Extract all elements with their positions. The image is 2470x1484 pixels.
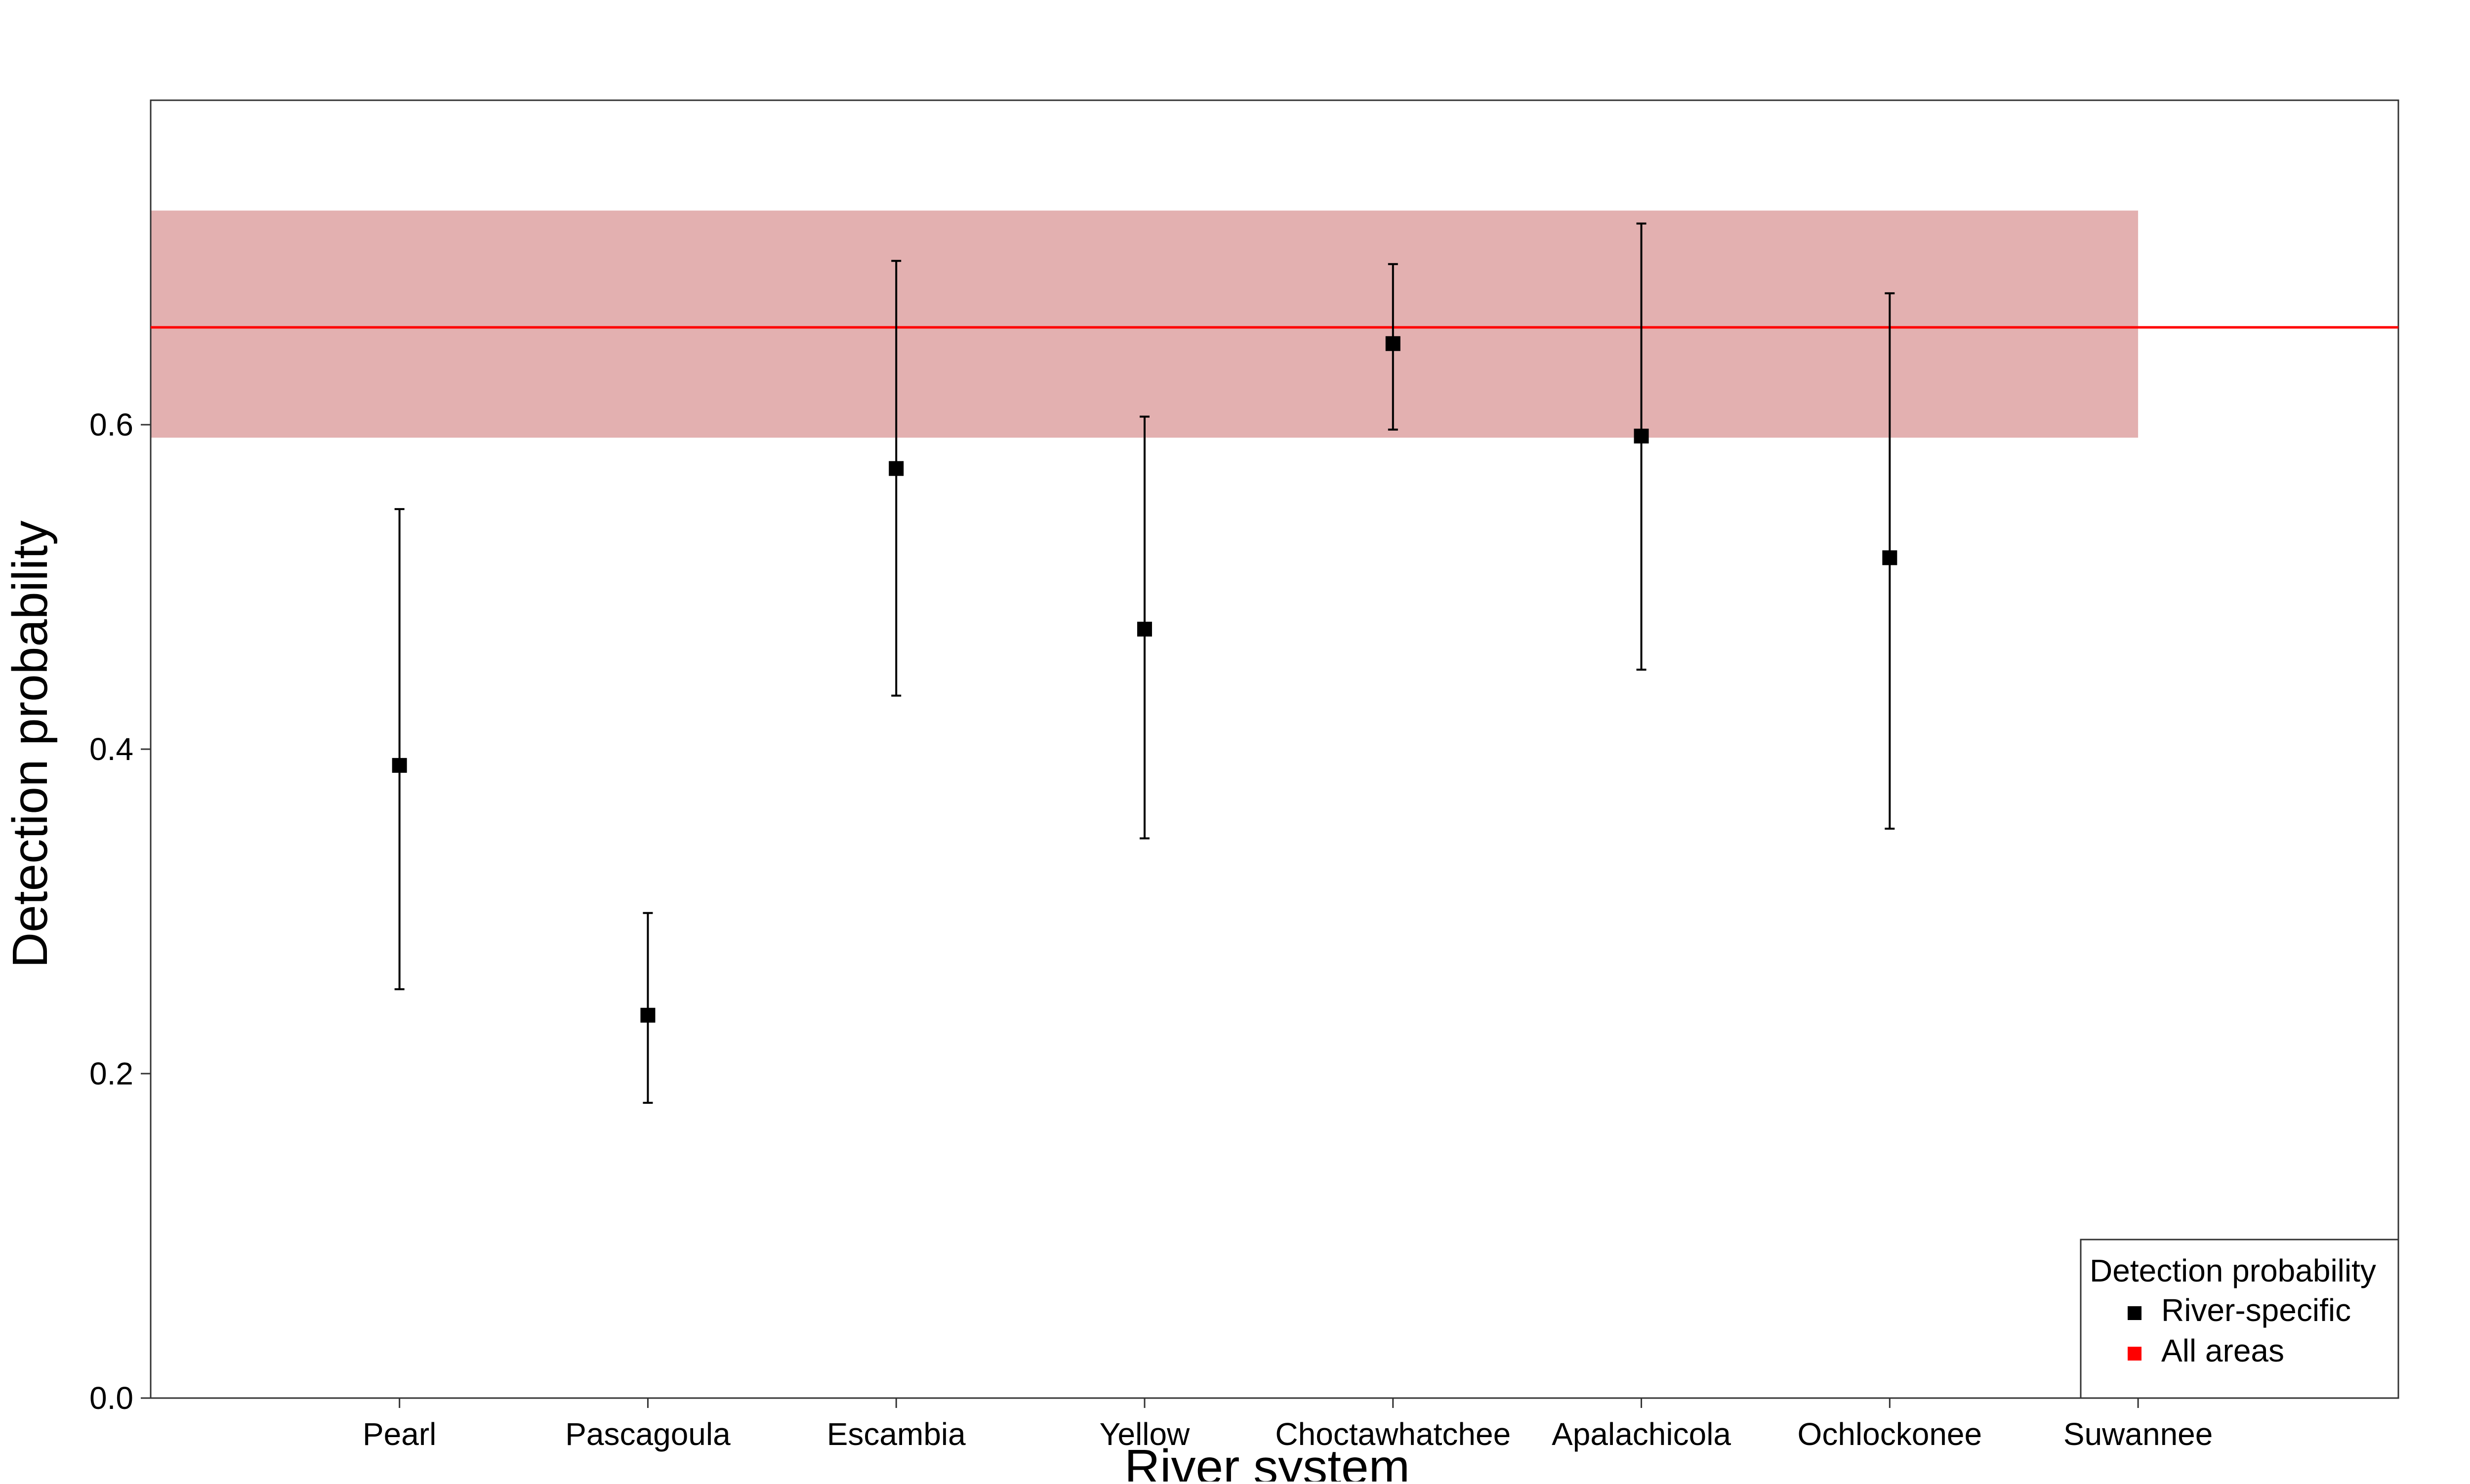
x-tick-label-choctawhatchee: Choctawhatchee <box>1275 1416 1511 1452</box>
point-ochlockonee <box>1882 550 1897 565</box>
legend-label-all-areas: All areas <box>2161 1333 2284 1368</box>
y-tick-label: 0.6 <box>89 407 133 442</box>
point-pearl <box>392 758 407 773</box>
point-apalachicola <box>1634 428 1649 443</box>
x-tick-label-yellow: Yellow <box>1100 1416 1190 1452</box>
legend-title: Detection probability <box>2090 1253 2376 1288</box>
x-axis-title: River system <box>1124 1440 1410 1482</box>
x-tick-label-apalachicola: Apalachicola <box>1552 1416 1731 1452</box>
x-tick-label-pascagoula: Pascagoula <box>565 1416 731 1452</box>
legend-label-river-specific: River-specific <box>2161 1292 2351 1328</box>
legend-key-all-areas <box>2128 1347 2141 1361</box>
point-yellow <box>1137 621 1153 637</box>
y-axis-title: Detection probability <box>2 521 58 968</box>
point-choctawhatchee <box>1385 336 1400 351</box>
y-tick-label: 0.2 <box>89 1056 133 1091</box>
legend: Detection probability River-specific All… <box>2080 1239 2399 1399</box>
point-layer <box>392 336 1897 1023</box>
x-tick-label-pearl: Pearl <box>363 1416 436 1452</box>
legend-key-river-specific <box>2128 1306 2141 1320</box>
point-escambia <box>889 461 904 476</box>
point-pascagoula <box>640 1007 656 1023</box>
axis-layer: 0.0 0.2 0.4 0.6 Pearl Pascagoula Escambia Yello… <box>89 407 2213 1452</box>
all-areas-interval-band <box>151 210 2139 438</box>
errorbar-layer <box>394 222 1895 1104</box>
x-tick-label-suwannee: Suwannee <box>2063 1416 2213 1452</box>
y-tick-label: 0.4 <box>89 731 133 767</box>
x-tick-label-escambia: Escambia <box>827 1416 966 1452</box>
y-tick-label: 0.0 <box>89 1380 133 1416</box>
x-tick-label-ochlockonee: Ochlockonee <box>1798 1416 1982 1452</box>
band-layer <box>151 210 2139 438</box>
